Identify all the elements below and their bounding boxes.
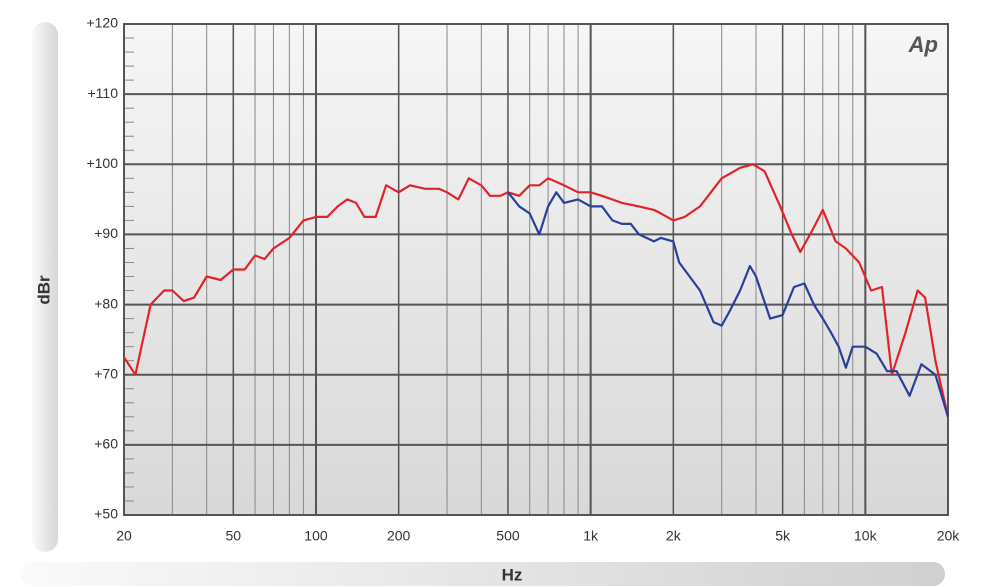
x-tick-label: 50	[226, 528, 242, 544]
x-strip	[20, 562, 945, 586]
series-line	[507, 191, 950, 418]
x-tick-label: 1k	[583, 528, 599, 544]
x-tick-label: 100	[304, 528, 328, 544]
y-tick-label: +60	[94, 436, 118, 452]
plot-frame	[123, 23, 949, 516]
y-tick-label: +80	[94, 295, 118, 311]
y-tick-label: +70	[94, 365, 118, 381]
grid	[123, 23, 949, 516]
plot-area	[124, 24, 948, 515]
y-strip	[32, 22, 58, 552]
x-tick-label: 5k	[775, 528, 791, 544]
x-tick-label: 500	[496, 528, 520, 544]
y-tick-label: +120	[86, 15, 118, 31]
x-label: Hz	[502, 565, 523, 584]
x-tick-label: 2k	[666, 528, 682, 544]
y-label: dBr	[34, 275, 53, 305]
x-tick-label: 10k	[854, 528, 878, 544]
y-tick-label: +110	[88, 85, 119, 101]
y-tick-label: +50	[94, 506, 118, 522]
y-tick-label: +100	[86, 155, 118, 171]
x-tick-label: 200	[387, 528, 411, 544]
x-tick-label: 20k	[937, 528, 961, 544]
logo: Ap	[908, 32, 938, 57]
x-tick-label: 20	[116, 528, 132, 544]
series-line	[123, 163, 950, 418]
y-tick-label: +90	[94, 225, 118, 241]
